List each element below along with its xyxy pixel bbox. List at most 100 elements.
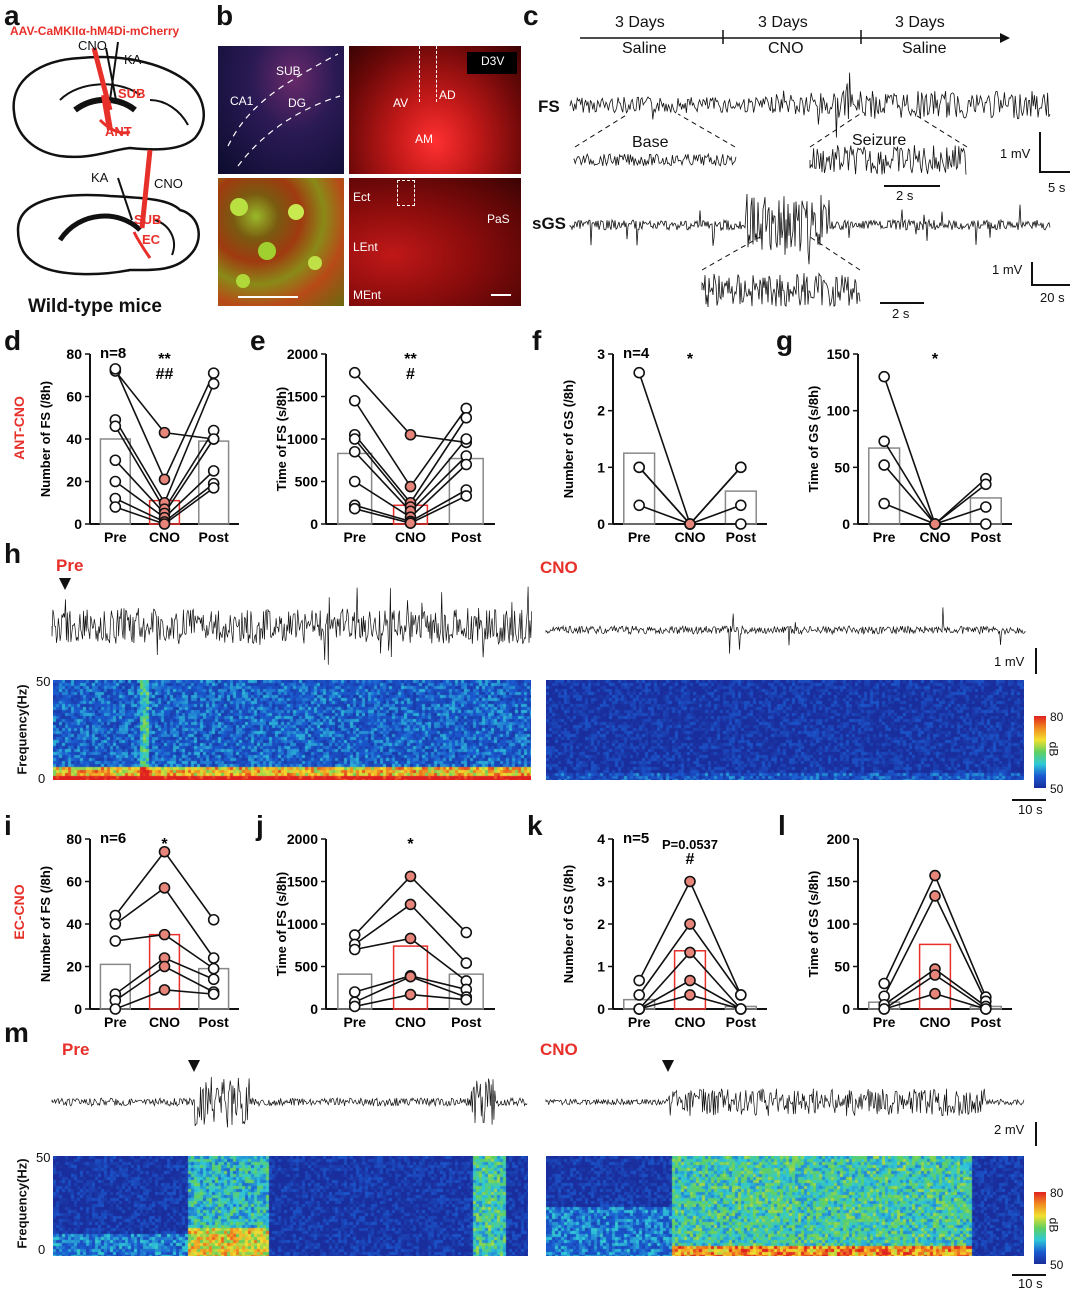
zoom2-sec: 2 s bbox=[892, 306, 910, 321]
data-point bbox=[348, 475, 361, 488]
chart-d: 0 20 40 60 80 Number of FS (/8h) Pre CNO Post n=8… bbox=[38, 345, 239, 545]
y-axis-label: Time of GS (s/8h) bbox=[806, 871, 821, 978]
data-point bbox=[404, 970, 417, 983]
data-point bbox=[207, 367, 220, 379]
panel-letter-j: j bbox=[256, 810, 264, 841]
y-axis-label: Time of FS (s/8h) bbox=[274, 872, 289, 977]
y-tick-label: 150 bbox=[827, 874, 851, 890]
m-cbar-bottom: 50 bbox=[1050, 1258, 1064, 1272]
data-point bbox=[878, 977, 890, 990]
label-ka-bottom: KA bbox=[91, 170, 109, 185]
data-point bbox=[878, 497, 890, 510]
h-scale-mv: 1 mV bbox=[994, 654, 1025, 669]
h-ylabel: Frequency(Hz) bbox=[14, 684, 30, 775]
data-point bbox=[158, 882, 171, 894]
data-point bbox=[404, 480, 417, 493]
significance-mark: ## bbox=[156, 366, 174, 383]
data-point bbox=[929, 869, 941, 882]
x-tick-label: CNO bbox=[149, 1014, 180, 1030]
y-tick-label: 80 bbox=[66, 346, 82, 362]
timeline-3-bottom: Saline bbox=[902, 40, 947, 57]
chart-e: 0 500 1000 1500 2000 Time of FS (s/8h) Pre CNO P… bbox=[274, 346, 495, 545]
label-av: AV bbox=[393, 96, 409, 110]
data-point bbox=[980, 501, 992, 513]
n-label: n=4 bbox=[623, 345, 650, 362]
x-tick-label: CNO bbox=[395, 529, 426, 545]
data-point bbox=[109, 454, 122, 467]
scale2-mv: 1 mV bbox=[992, 262, 1023, 277]
data-point bbox=[684, 918, 696, 930]
data-point bbox=[348, 502, 361, 515]
panel-letter-e: e bbox=[250, 325, 266, 356]
label-ect: Ect bbox=[353, 190, 371, 204]
h-spectrogram-cno bbox=[546, 680, 1024, 780]
data-point bbox=[980, 478, 992, 491]
data-point bbox=[158, 473, 171, 486]
data-point bbox=[929, 969, 941, 981]
label-ec: EC bbox=[142, 232, 161, 247]
data-point bbox=[404, 870, 417, 883]
data-point bbox=[929, 518, 941, 530]
data-point bbox=[348, 929, 361, 941]
micrograph-thalamus: D3V AV AD AM bbox=[349, 46, 521, 174]
panel-letter-b: b bbox=[216, 0, 234, 31]
y-tick-label: 0 bbox=[310, 1001, 318, 1017]
h-scale-sec: 10 s bbox=[1018, 802, 1043, 817]
x-tick-label: CNO bbox=[674, 1014, 705, 1030]
x-tick-label: Pre bbox=[628, 529, 651, 545]
data-point bbox=[158, 960, 171, 973]
data-point bbox=[109, 420, 122, 433]
data-point bbox=[460, 490, 473, 502]
x-tick-label: Post bbox=[451, 1014, 482, 1030]
m-pre-label: Pre bbox=[62, 1040, 90, 1059]
micrograph-hippocampus: SUB CA1 DG bbox=[218, 46, 344, 174]
data-point bbox=[684, 518, 696, 530]
x-tick-label: CNO bbox=[919, 529, 950, 545]
chart-g: 0 50 100 150 Time of GS (s/8h) Pre CNO Post * bbox=[806, 346, 1012, 545]
y-tick-label: 60 bbox=[66, 389, 82, 405]
data-point bbox=[348, 986, 361, 998]
base-zoom-trace bbox=[573, 152, 737, 167]
data-point bbox=[404, 517, 417, 529]
y-tick-label: 2 bbox=[597, 916, 605, 932]
m-colorbar bbox=[1034, 1192, 1046, 1264]
data-point bbox=[348, 943, 361, 956]
data-point bbox=[109, 501, 122, 513]
data-point bbox=[207, 482, 220, 494]
data-point bbox=[109, 935, 122, 947]
data-point bbox=[109, 918, 122, 930]
data-point bbox=[460, 993, 473, 1006]
x-tick-label: Pre bbox=[628, 1014, 651, 1030]
data-point bbox=[980, 1003, 992, 1015]
y-tick-label: 200 bbox=[827, 831, 851, 847]
data-point bbox=[633, 989, 645, 1001]
data-point bbox=[929, 987, 941, 1000]
data-point bbox=[348, 394, 361, 407]
brain-caption: Wild-type mice bbox=[28, 296, 162, 317]
y-tick-label: 60 bbox=[66, 874, 82, 890]
label-dg: DG bbox=[288, 96, 306, 110]
data-point bbox=[929, 890, 941, 902]
significance-mark: ** bbox=[404, 351, 417, 368]
y-tick-label: 0 bbox=[74, 516, 82, 532]
m-pre-onset-marker bbox=[188, 1060, 200, 1072]
data-point bbox=[404, 428, 417, 441]
y-axis-label: Number of FS (/8h) bbox=[38, 381, 53, 497]
scale1-mv: 1 mV bbox=[1000, 146, 1031, 161]
significance-mark: # bbox=[686, 851, 695, 868]
y-tick-label: 0 bbox=[74, 1001, 82, 1017]
y-tick-label: 1000 bbox=[287, 916, 318, 932]
data-point bbox=[207, 913, 220, 926]
data-point bbox=[460, 926, 473, 939]
label-lent: LEnt bbox=[353, 240, 378, 254]
data-point bbox=[878, 370, 890, 383]
y-tick-label: 0 bbox=[597, 1001, 605, 1017]
y-tick-label: 100 bbox=[827, 916, 851, 932]
x-tick-label: CNO bbox=[395, 1014, 426, 1030]
y-axis-label: Number of GS (/8h) bbox=[561, 865, 576, 983]
panel-c: 3 Days Saline 3 Days CNO 3 Days Saline F… bbox=[530, 0, 1080, 325]
n-label: n=5 bbox=[623, 830, 649, 847]
brain-schematic bbox=[12, 41, 205, 276]
y-tick-label: 2 bbox=[597, 403, 605, 419]
data-point bbox=[404, 932, 417, 945]
